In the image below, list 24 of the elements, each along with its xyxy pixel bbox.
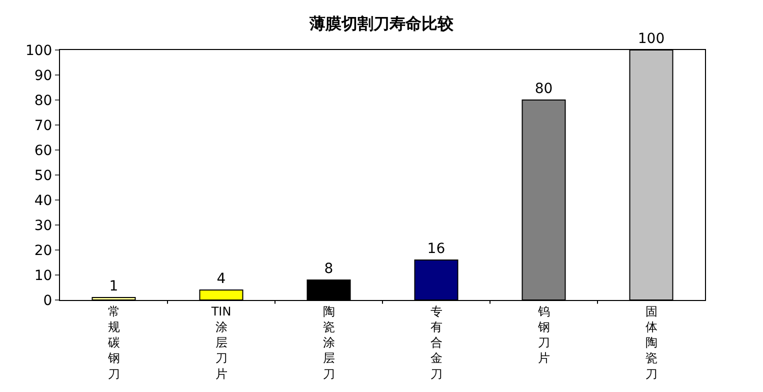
x-tick-label: 钨钢刀片: [536, 304, 550, 366]
data-label: 4: [216, 271, 226, 287]
x-tick-label: TIN涂层刀片: [210, 304, 232, 381]
y-tick-label: 0: [43, 292, 52, 309]
y-tick-label: 80: [34, 92, 52, 109]
y-tick-label: 60: [34, 142, 52, 159]
y-tick-label: 70: [34, 118, 52, 134]
y-tick-label: 20: [34, 242, 52, 259]
data-label: 80: [534, 81, 553, 97]
chart-title: 薄膜切割刀寿命比较: [308, 14, 454, 33]
x-tick-label: 常规碳钢刀: [106, 304, 120, 381]
data-label: 16: [427, 241, 446, 257]
data-label: 1: [109, 278, 118, 294]
x-tick-label: 陶瓷涂层刀: [322, 304, 335, 381]
y-tick-label: 30: [34, 218, 52, 234]
y-tick-label: 10: [34, 268, 52, 284]
data-label: 8: [324, 261, 334, 277]
y-tick-label: 100: [25, 42, 52, 59]
x-tick-label: 固体陶瓷刀: [645, 304, 658, 381]
data-label: 100: [638, 31, 665, 47]
x-tick-label: 专有合金刀: [430, 304, 442, 381]
y-tick-label: 50: [34, 168, 52, 184]
y-tick-label: 40: [34, 192, 52, 209]
y-tick-label: 90: [34, 68, 52, 84]
